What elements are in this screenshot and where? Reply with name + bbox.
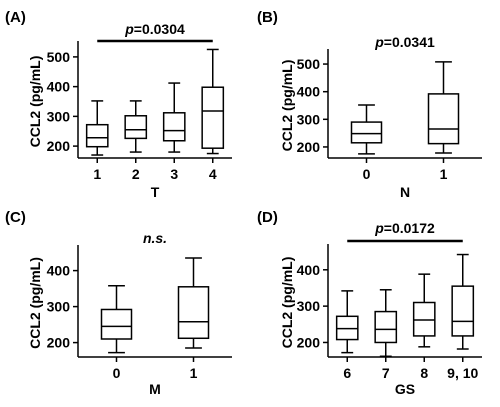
significance-italic: n.s. bbox=[143, 230, 167, 246]
y-axis-title: CCL2 (pg/mL) bbox=[279, 60, 295, 152]
panel-label: (B) bbox=[257, 9, 278, 26]
box bbox=[427, 93, 460, 145]
y-tick-label: 200 bbox=[297, 139, 321, 155]
significance-value: =0.0172 bbox=[384, 220, 435, 236]
y-tick-label: 400 bbox=[47, 263, 71, 279]
box bbox=[177, 286, 210, 340]
panel-label: (D) bbox=[257, 209, 278, 226]
x-tick-label: 9, 10 bbox=[447, 365, 478, 381]
x-tick-label: 0 bbox=[363, 166, 371, 182]
significance-italic: p bbox=[374, 34, 384, 50]
x-axis-title: N bbox=[400, 184, 410, 200]
significance-label: p=0.0341 bbox=[374, 34, 435, 50]
box bbox=[85, 123, 109, 148]
panel-label: (A) bbox=[5, 9, 26, 26]
y-axis-title: CCL2 (pg/mL) bbox=[27, 56, 43, 148]
box bbox=[162, 112, 186, 142]
x-tick-label: 1 bbox=[440, 166, 448, 182]
y-tick-label: 200 bbox=[47, 138, 71, 154]
box bbox=[451, 285, 475, 337]
significance-italic: p bbox=[124, 21, 134, 37]
x-tick-label: 1 bbox=[93, 166, 101, 182]
y-tick-label: 500 bbox=[297, 56, 321, 72]
box bbox=[201, 86, 225, 149]
y-tick-label: 400 bbox=[297, 84, 321, 100]
y-tick-label: 200 bbox=[47, 335, 71, 351]
x-tick-label: 7 bbox=[382, 365, 390, 381]
y-tick-label: 500 bbox=[47, 49, 71, 65]
x-tick-label: 0 bbox=[113, 365, 121, 381]
y-tick-label: 300 bbox=[47, 108, 71, 124]
y-tick-label: 200 bbox=[297, 334, 321, 350]
x-tick-label: 1 bbox=[190, 365, 198, 381]
significance-label: n.s. bbox=[143, 230, 167, 246]
box bbox=[124, 115, 148, 140]
significance-label: p=0.0304 bbox=[124, 21, 185, 37]
significance-value: =0.0341 bbox=[384, 34, 435, 50]
y-tick-label: 300 bbox=[47, 299, 71, 315]
y-axis-title: CCL2 (pg/mL) bbox=[279, 257, 295, 349]
significance-italic: p bbox=[374, 220, 384, 236]
y-axis-title: CCL2 (pg/mL) bbox=[27, 257, 43, 349]
y-tick-label: 300 bbox=[297, 111, 321, 127]
y-tick-label: 300 bbox=[297, 298, 321, 314]
box bbox=[374, 310, 398, 344]
y-tick-label: 400 bbox=[297, 262, 321, 278]
significance-label: p=0.0172 bbox=[374, 220, 435, 236]
significance-value: =0.0304 bbox=[134, 21, 185, 37]
panel-label: (C) bbox=[5, 209, 26, 226]
x-tick-label: 4 bbox=[209, 166, 217, 182]
y-tick-label: 400 bbox=[47, 79, 71, 95]
x-tick-label: 2 bbox=[132, 166, 140, 182]
x-axis-title: M bbox=[149, 381, 161, 397]
x-tick-label: 6 bbox=[343, 365, 351, 381]
box bbox=[100, 308, 133, 340]
x-tick-label: 3 bbox=[170, 166, 178, 182]
x-axis-title: GS bbox=[395, 381, 415, 397]
x-axis-title: T bbox=[151, 184, 160, 200]
x-tick-label: 8 bbox=[420, 365, 428, 381]
box bbox=[350, 121, 383, 144]
